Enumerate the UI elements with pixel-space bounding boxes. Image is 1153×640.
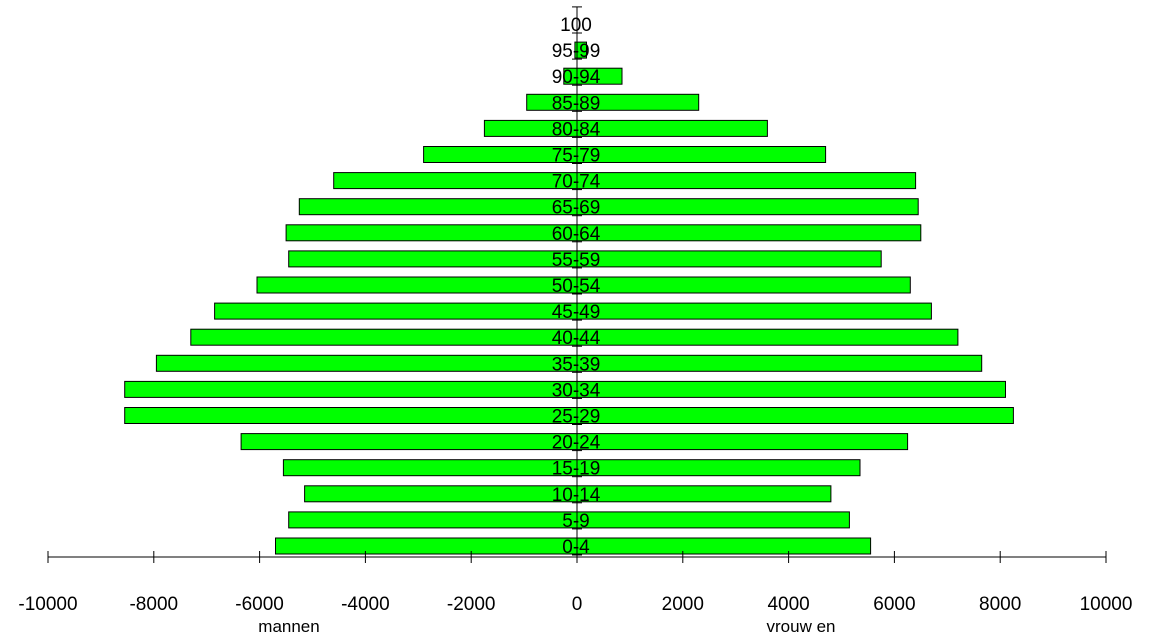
x-tick-label--2000: -2000 bbox=[447, 594, 496, 615]
bar-vrouwen-40-44 bbox=[576, 328, 959, 346]
bar-vrouwen-70-74 bbox=[576, 172, 917, 190]
x-label-right: vrouw en bbox=[767, 617, 836, 636]
bar-vrouwen-45-49 bbox=[576, 302, 932, 320]
category-label-30-34: 30-34 bbox=[552, 380, 601, 401]
category-label-10-14: 10-14 bbox=[552, 485, 601, 506]
category-label-90-94: 90-94 bbox=[552, 67, 601, 88]
category-label-5-9: 5-9 bbox=[562, 511, 589, 532]
bar-mannen-35-39 bbox=[155, 354, 578, 372]
bar-mannen-60-64 bbox=[285, 224, 578, 242]
bar-mannen-25-29 bbox=[124, 407, 578, 424]
bar-vrouwen-55-59 bbox=[576, 250, 882, 268]
bar-vrouwen-50-54 bbox=[576, 276, 911, 294]
bar-mannen-20-24 bbox=[240, 433, 578, 451]
x-tick-label-8000: 8000 bbox=[979, 594, 1021, 615]
x-tick-label-2000: 2000 bbox=[662, 594, 704, 615]
x-axis: -10000 -8000 -6000 -4000 -2000 0 2000 4000 6000 8… bbox=[18, 551, 1132, 615]
category-label-0-4: 0-4 bbox=[562, 537, 590, 558]
x-label-left: mannen bbox=[258, 617, 319, 636]
bar-mannen-5-9 bbox=[288, 511, 578, 529]
category-label-65-69: 65-69 bbox=[552, 198, 601, 219]
category-label-95-99: 95-99 bbox=[552, 41, 601, 62]
x-tick-label--6000: -6000 bbox=[235, 594, 284, 615]
bar-mannen-70-74 bbox=[333, 172, 578, 190]
bar-vrouwen-30-34 bbox=[576, 380, 1006, 398]
x-tick-label-6000: 6000 bbox=[873, 594, 915, 615]
category-label-70-74: 70-74 bbox=[552, 172, 601, 193]
category-label-15-19: 15-19 bbox=[552, 459, 601, 480]
bar-mannen-10-14 bbox=[304, 485, 578, 503]
bar-vrouwen-80-84 bbox=[576, 119, 768, 137]
bar-vrouwen-10-14 bbox=[576, 485, 832, 503]
category-label-80-84: 80-84 bbox=[552, 119, 601, 140]
category-label-20-24: 20-24 bbox=[552, 433, 601, 454]
category-label-40-44: 40-44 bbox=[552, 328, 601, 349]
category-label-100: 100 bbox=[560, 15, 592, 36]
bar-vrouwen-35-39 bbox=[576, 354, 983, 372]
category-label-75-79: 75-79 bbox=[552, 146, 601, 167]
bar-mannen-65-69 bbox=[298, 198, 578, 216]
category-label-25-29: 25-29 bbox=[552, 407, 601, 428]
category-label-35-39: 35-39 bbox=[552, 354, 601, 375]
category-label-55-59: 55-59 bbox=[552, 250, 601, 271]
bar-vrouwen-20-24 bbox=[576, 433, 909, 451]
x-tick-label--4000: -4000 bbox=[341, 594, 390, 615]
category-labels: 0-4 5-9 10-14 15-19 20-24 25-29 30-34 35-39 40-4… bbox=[552, 15, 601, 558]
bar-vrouwen-0-4 bbox=[576, 537, 872, 555]
bar-vrouwen-5-9 bbox=[576, 511, 850, 529]
bar-vrouwen-25-29 bbox=[576, 407, 1014, 424]
bar-mannen-55-59 bbox=[288, 250, 578, 268]
bar-vrouwen-75-79 bbox=[576, 146, 827, 163]
bar-mannen-30-34 bbox=[124, 380, 578, 398]
x-tick-label--10000: -10000 bbox=[18, 594, 77, 615]
x-tick-label--8000: -8000 bbox=[129, 594, 178, 615]
bar-vrouwen-60-64 bbox=[576, 224, 922, 242]
bar-mannen-15-19 bbox=[282, 459, 578, 477]
bar-mannen-0-4 bbox=[275, 537, 578, 555]
x-tick-label-4000: 4000 bbox=[767, 594, 809, 615]
x-tick-label-0: 0 bbox=[572, 594, 583, 615]
x-tick-label-10000: 10000 bbox=[1080, 594, 1133, 615]
bar-mannen-40-44 bbox=[190, 328, 578, 346]
category-label-45-49: 45-49 bbox=[552, 302, 601, 323]
bar-vrouwen-15-19 bbox=[576, 459, 861, 477]
bar-vrouwen-65-69 bbox=[576, 198, 919, 216]
category-label-85-89: 85-89 bbox=[552, 93, 601, 114]
bars-group bbox=[124, 41, 1014, 555]
bar-mannen-45-49 bbox=[214, 302, 578, 320]
category-label-60-64: 60-64 bbox=[552, 224, 601, 245]
category-label-50-54: 50-54 bbox=[552, 276, 601, 297]
center-axis bbox=[572, 6, 582, 557]
bar-mannen-50-54 bbox=[256, 276, 578, 294]
